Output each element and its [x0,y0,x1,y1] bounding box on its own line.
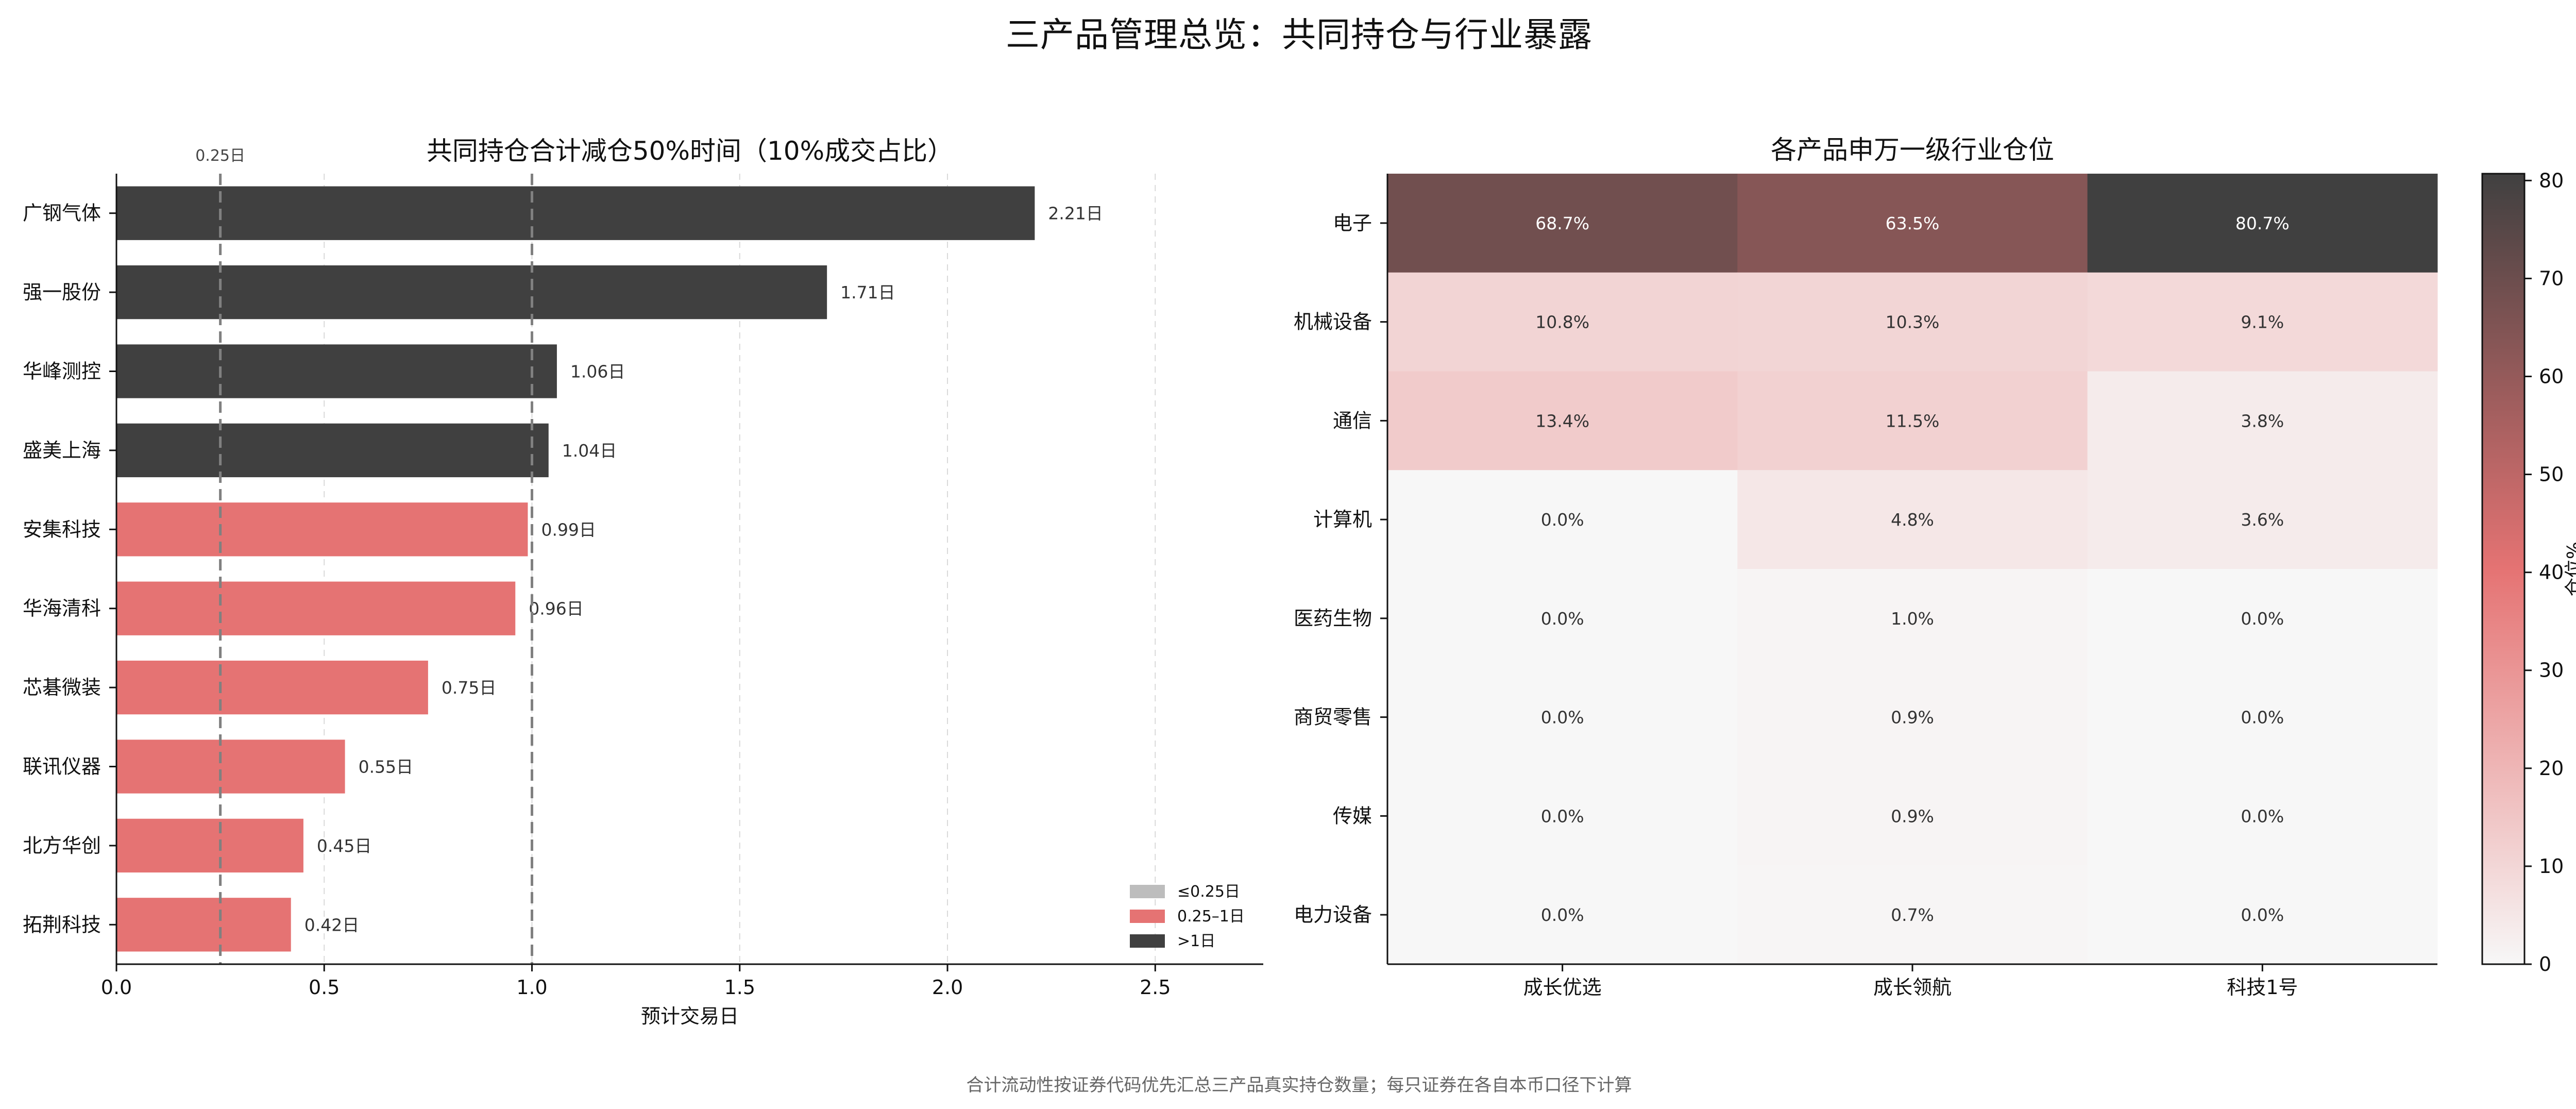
bar [116,581,516,635]
bar-category-label: 华峰测控 [23,360,101,383]
x-tick-label: 1.0 [516,976,547,999]
legend-swatch [1130,934,1165,948]
bar-category-label: 联讯仪器 [23,755,101,778]
bar-value-label: 1.04日 [562,441,617,461]
bar [116,186,1035,240]
figure-footnote: 合计流动性按证券代码优先汇总三产品真实持仓数量；每只证券在各自本币口径下计算 [966,1075,1632,1096]
bar [116,660,428,715]
x-tick-label: 2.0 [932,976,963,999]
bar-value-label: 0.75日 [442,678,496,698]
bar-value-label: 0.99日 [541,519,596,540]
bar-chart-reference-lines: 0.25日 [195,147,534,964]
bar-category-label: 安集科技 [23,518,101,541]
bar-value-label: 2.21日 [1048,204,1103,224]
bar-category-label: 广钢气体 [23,202,101,225]
bar-value-label: 0.45日 [317,836,371,856]
x-tick-label: 2.5 [1140,976,1171,999]
bar-value-label: 0.96日 [529,599,583,619]
bar [116,740,345,794]
bar-chart-xlabel: 预计交易日 [641,1005,739,1028]
figure-title: 三产品管理总览：共同持仓与行业暴露 [1006,15,1592,55]
bar [116,818,303,873]
legend-label: >1日 [1177,932,1215,950]
bar [116,344,557,398]
bar [116,898,291,952]
x-tick-label: 1.5 [724,976,755,999]
bar-category-label: 北方华创 [23,834,101,857]
bar-chart-bars: 2.21日 广钢气体 1.71日 强一股份 1.06日 华峰测控 1.04日 盛美上海 0.99… [23,186,1103,952]
bar-category-label: 盛美上海 [23,439,101,462]
reference-line-label: 0.25日 [195,147,245,165]
bar-chart-axes: 0.0 0.5 1.0 1.5 2.0 2.5 [101,174,1263,999]
legend-swatch [1130,910,1165,923]
bar-category-label: 强一股份 [23,281,101,304]
x-tick-label: 0.0 [101,976,132,999]
bar-value-label: 0.42日 [304,915,359,935]
bar [116,502,528,557]
bar-value-label: 1.71日 [840,282,895,303]
bar [116,265,827,320]
bar-value-label: 1.06日 [570,362,625,382]
bar-value-label: 0.55日 [359,757,413,777]
bar-category-label: 芯碁微装 [23,676,101,699]
bar-chart-title: 共同持仓合计减仓50%时间（10%成交占比） [427,136,953,166]
bar [116,423,549,478]
bar-chart-legend: ≤0.25日 0.25–1日 >1日 [1130,883,1245,950]
bar-category-label: 华海清科 [23,597,101,620]
x-tick-label: 0.5 [309,976,340,999]
legend-label: 0.25–1日 [1177,908,1245,926]
legend-swatch [1130,885,1165,898]
legend-label: ≤0.25日 [1177,883,1240,901]
bar-category-label: 拓荆科技 [23,913,101,936]
